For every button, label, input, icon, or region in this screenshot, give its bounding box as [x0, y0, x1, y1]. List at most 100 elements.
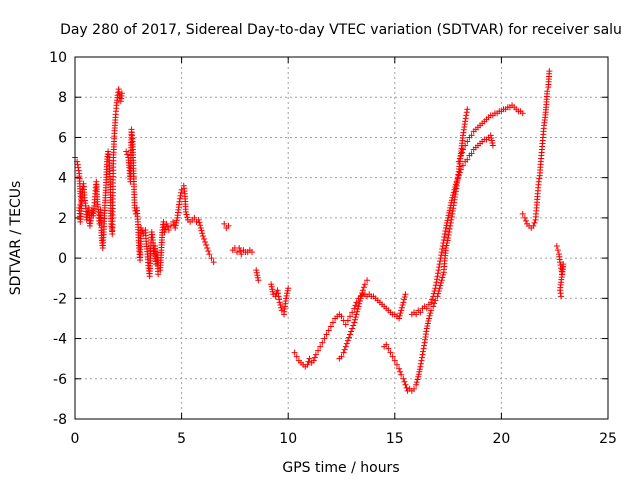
data-point — [352, 316, 359, 323]
data-point — [361, 281, 368, 288]
data-point — [172, 222, 179, 229]
data-point — [312, 351, 319, 358]
data-point — [456, 169, 463, 176]
data-point — [454, 175, 461, 182]
data-point — [225, 222, 232, 229]
data-point — [319, 339, 326, 346]
data-point — [163, 220, 170, 227]
data-point — [105, 148, 112, 155]
data-point — [138, 224, 145, 231]
data-point — [521, 214, 528, 221]
data-point — [424, 322, 431, 329]
data-point — [557, 290, 564, 297]
plot-frame — [74, 56, 609, 420]
grid — [75, 57, 608, 419]
data-point — [434, 270, 441, 277]
data-point — [443, 242, 450, 249]
data-point — [417, 363, 424, 370]
data-point — [443, 222, 450, 229]
data-point — [355, 303, 362, 310]
data-point — [438, 277, 445, 284]
y-tick-label: 10 — [49, 50, 67, 66]
data-point — [535, 178, 542, 185]
data-point — [451, 186, 458, 193]
data-point — [356, 300, 363, 307]
data-point — [197, 224, 204, 231]
data-point — [423, 305, 430, 312]
data-point — [418, 354, 425, 361]
data-point — [425, 315, 432, 322]
data-point — [462, 118, 469, 125]
data-point — [177, 195, 184, 202]
data-point — [360, 284, 367, 291]
data-point — [253, 267, 260, 274]
data-point — [155, 271, 162, 278]
data-point — [410, 385, 417, 392]
data-point — [445, 235, 452, 241]
data-point — [417, 309, 424, 316]
data-point — [293, 353, 300, 360]
data-point — [448, 199, 455, 206]
data-point — [453, 178, 460, 185]
data-point — [351, 319, 358, 326]
data-point — [403, 384, 410, 391]
data-point — [417, 360, 424, 367]
data-point — [351, 305, 358, 312]
data-point — [452, 184, 459, 191]
data-point — [446, 228, 453, 235]
data-point — [248, 249, 255, 256]
data-point — [385, 345, 392, 352]
data-point — [172, 224, 179, 231]
data-point — [323, 331, 330, 338]
data-point — [389, 353, 396, 360]
data-point — [445, 212, 452, 219]
data-point — [342, 343, 349, 350]
data-point — [447, 202, 454, 209]
data-point — [139, 227, 146, 234]
data-point — [344, 317, 351, 324]
data-point — [536, 175, 543, 182]
data-point — [401, 296, 408, 303]
data-point — [427, 310, 434, 317]
data-point — [420, 348, 427, 355]
data-point — [202, 239, 209, 246]
data-point — [352, 314, 359, 321]
data-point — [437, 258, 444, 265]
data-point — [439, 243, 446, 250]
data-point — [448, 216, 455, 223]
data-point — [268, 283, 275, 290]
data-point — [457, 166, 464, 173]
data-point — [321, 335, 328, 342]
data-point — [347, 331, 354, 338]
data-point — [398, 304, 405, 311]
data-point — [418, 357, 425, 364]
data-point — [436, 261, 443, 268]
data-point — [238, 251, 245, 258]
data-point — [396, 315, 403, 322]
data-point — [425, 317, 432, 324]
data-point — [448, 213, 455, 220]
data-point — [462, 142, 469, 149]
data-point — [338, 353, 345, 360]
data-point — [383, 341, 390, 348]
y-tick-label: -6 — [53, 372, 67, 388]
data-point — [432, 297, 439, 304]
data-point — [489, 142, 496, 149]
data-point — [164, 223, 171, 230]
x-tick-label: 5 — [177, 431, 186, 447]
data-point — [357, 295, 364, 302]
data-point — [463, 109, 470, 116]
data-point — [440, 237, 447, 244]
data-point — [350, 322, 357, 329]
data-point — [173, 217, 180, 224]
data-point — [439, 274, 446, 281]
data-point — [396, 365, 403, 372]
data-point — [317, 343, 324, 350]
data-point — [198, 227, 205, 234]
data-point — [546, 68, 553, 75]
data-point — [557, 287, 564, 294]
data-point — [221, 220, 228, 227]
data-point — [446, 209, 453, 216]
data-point — [442, 227, 449, 234]
